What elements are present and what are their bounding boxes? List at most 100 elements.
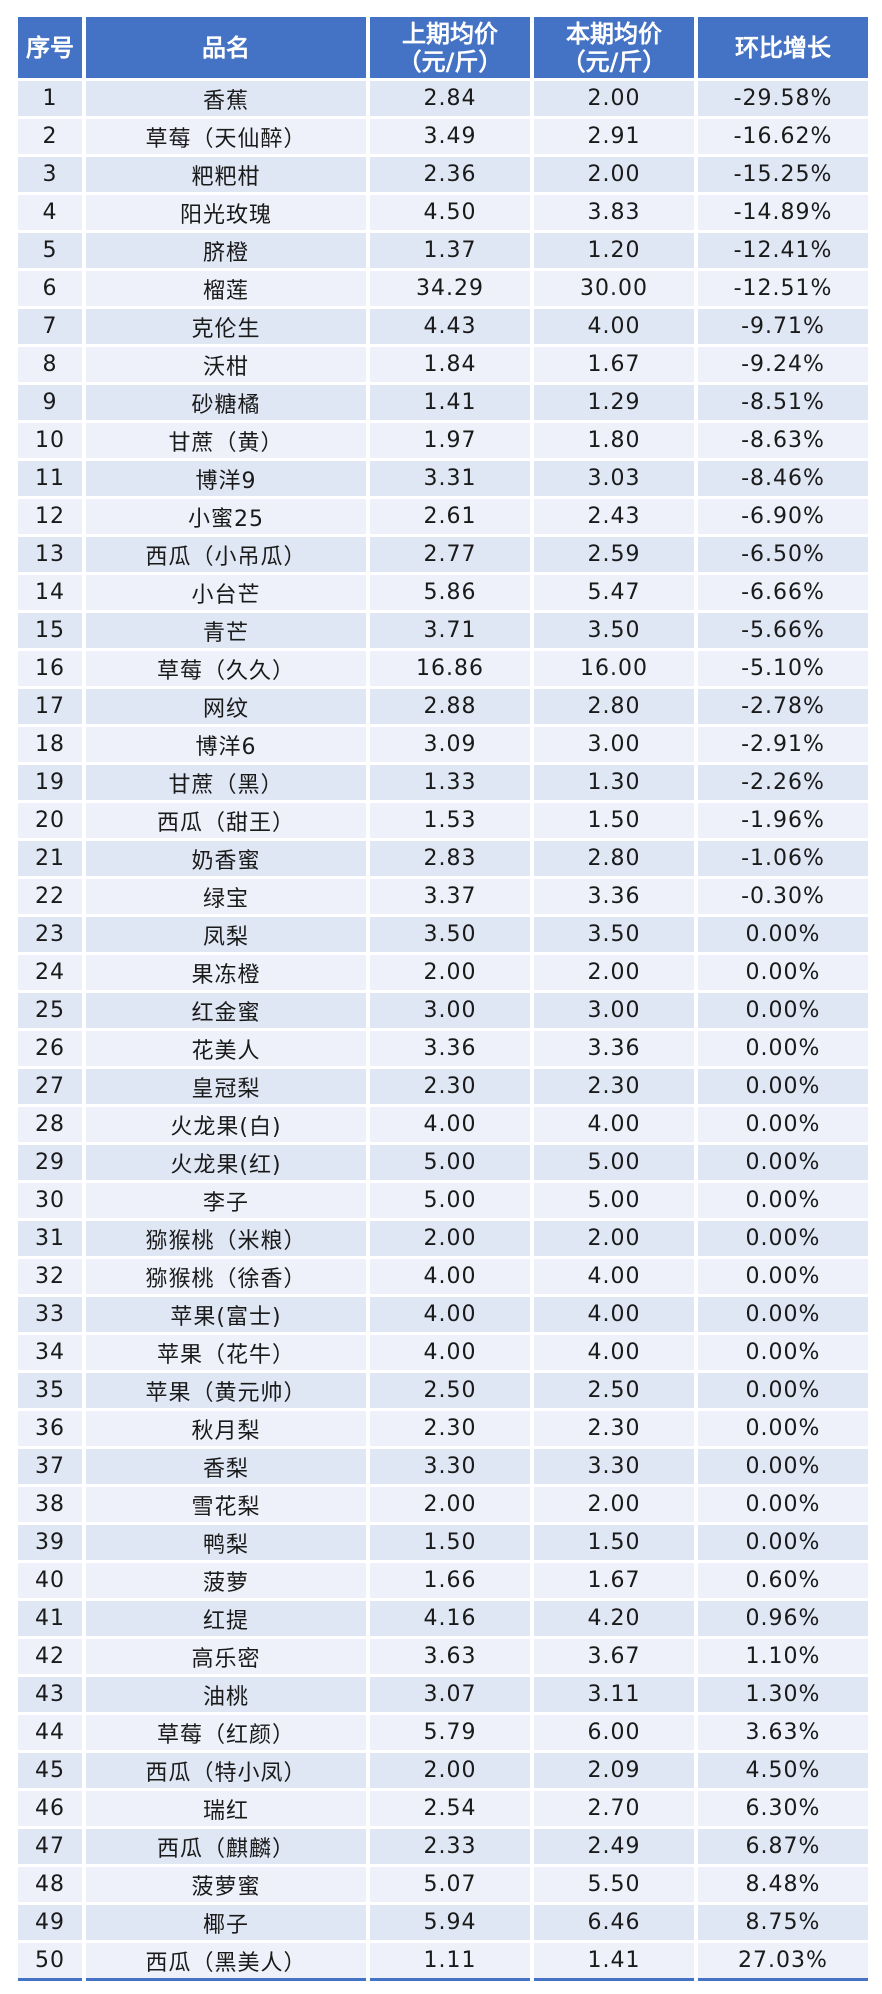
table-row: 35 苹果（黄元帅） 2.50 2.50 0.00% xyxy=(18,1373,868,1408)
cell-curr-price: 1.67 xyxy=(534,347,694,382)
cell-prev-price: 5.86 xyxy=(370,575,530,610)
cell-name: 红提 xyxy=(86,1601,366,1636)
table-row: 4 阳光玫瑰 4.50 3.83 -14.89% xyxy=(18,195,868,230)
cell-prev-price: 3.09 xyxy=(370,727,530,762)
table-row: 16 草莓（久久） 16.86 16.00 -5.10% xyxy=(18,651,868,686)
cell-name: 火龙果(白) xyxy=(86,1107,366,1142)
table-row: 2 草莓（天仙醉） 3.49 2.91 -16.62% xyxy=(18,119,868,154)
cell-curr-price: 4.00 xyxy=(534,309,694,344)
cell-curr-price: 5.00 xyxy=(534,1145,694,1180)
table-row: 48 菠萝蜜 5.07 5.50 8.48% xyxy=(18,1867,868,1902)
cell-curr-price: 16.00 xyxy=(534,651,694,686)
cell-name: 西瓜（甜王） xyxy=(86,803,366,838)
cell-curr-price: 2.80 xyxy=(534,689,694,724)
cell-prev-price: 3.63 xyxy=(370,1639,530,1674)
cell-prev-price: 1.53 xyxy=(370,803,530,838)
table-row: 1 香蕉 2.84 2.00 -29.58% xyxy=(18,81,868,116)
cell-index: 27 xyxy=(18,1069,82,1104)
cell-index: 31 xyxy=(18,1221,82,1256)
cell-curr-price: 3.36 xyxy=(534,1031,694,1066)
cell-name: 青芒 xyxy=(86,613,366,648)
cell-curr-price: 2.00 xyxy=(534,1221,694,1256)
cell-prev-price: 2.00 xyxy=(370,1221,530,1256)
cell-change: 4.50% xyxy=(698,1753,868,1788)
cell-curr-price: 3.00 xyxy=(534,993,694,1028)
cell-prev-price: 3.00 xyxy=(370,993,530,1028)
table-row: 25 红金蜜 3.00 3.00 0.00% xyxy=(18,993,868,1028)
cell-index: 35 xyxy=(18,1373,82,1408)
cell-change: 0.00% xyxy=(698,1031,868,1066)
cell-name: 香蕉 xyxy=(86,81,366,116)
cell-prev-price: 4.00 xyxy=(370,1259,530,1294)
table-row: 31 猕猴桃（米粮） 2.00 2.00 0.00% xyxy=(18,1221,868,1256)
table-row: 39 鸭梨 1.50 1.50 0.00% xyxy=(18,1525,868,1560)
cell-name: 红金蜜 xyxy=(86,993,366,1028)
cell-name: 苹果(富士) xyxy=(86,1297,366,1332)
table-row: 17 网纹 2.88 2.80 -2.78% xyxy=(18,689,868,724)
cell-prev-price: 2.30 xyxy=(370,1069,530,1104)
cell-name: 博洋6 xyxy=(86,727,366,762)
cell-curr-price: 3.50 xyxy=(534,917,694,952)
table-row: 26 花美人 3.36 3.36 0.00% xyxy=(18,1031,868,1066)
cell-prev-price: 1.97 xyxy=(370,423,530,458)
table-row: 42 高乐密 3.63 3.67 1.10% xyxy=(18,1639,868,1674)
cell-curr-price: 4.20 xyxy=(534,1601,694,1636)
cell-change: 0.00% xyxy=(698,1221,868,1256)
table-row: 10 甘蔗（黄） 1.97 1.80 -8.63% xyxy=(18,423,868,458)
table-row: 36 秋月梨 2.30 2.30 0.00% xyxy=(18,1411,868,1446)
cell-prev-price: 2.54 xyxy=(370,1791,530,1826)
table-row: 34 苹果（花牛） 4.00 4.00 0.00% xyxy=(18,1335,868,1370)
cell-name: 苹果（花牛） xyxy=(86,1335,366,1370)
table-row: 30 李子 5.00 5.00 0.00% xyxy=(18,1183,868,1218)
cell-index: 8 xyxy=(18,347,82,382)
cell-change: 0.00% xyxy=(698,1525,868,1560)
table-row: 27 皇冠梨 2.30 2.30 0.00% xyxy=(18,1069,868,1104)
cell-index: 18 xyxy=(18,727,82,762)
cell-index: 17 xyxy=(18,689,82,724)
cell-change: 1.30% xyxy=(698,1677,868,1712)
cell-index: 50 xyxy=(18,1943,82,1981)
cell-index: 10 xyxy=(18,423,82,458)
cell-change: 0.00% xyxy=(698,1145,868,1180)
cell-prev-price: 34.29 xyxy=(370,271,530,306)
cell-change: 0.60% xyxy=(698,1563,868,1598)
cell-prev-price: 2.33 xyxy=(370,1829,530,1864)
cell-curr-price: 2.70 xyxy=(534,1791,694,1826)
cell-prev-price: 3.07 xyxy=(370,1677,530,1712)
cell-prev-price: 3.30 xyxy=(370,1449,530,1484)
cell-curr-price: 2.49 xyxy=(534,1829,694,1864)
cell-index: 6 xyxy=(18,271,82,306)
table-row: 22 绿宝 3.37 3.36 -0.30% xyxy=(18,879,868,914)
cell-change: 0.00% xyxy=(698,1107,868,1142)
table-header-row: 序号 品名 上期均价 （元/斤） 本期均价 （元/斤） 环比增长 xyxy=(18,17,868,78)
cell-prev-price: 1.66 xyxy=(370,1563,530,1598)
cell-name: 香梨 xyxy=(86,1449,366,1484)
cell-change: -9.24% xyxy=(698,347,868,382)
cell-name: 菠萝蜜 xyxy=(86,1867,366,1902)
cell-index: 40 xyxy=(18,1563,82,1598)
cell-index: 32 xyxy=(18,1259,82,1294)
cell-index: 29 xyxy=(18,1145,82,1180)
cell-prev-price: 3.36 xyxy=(370,1031,530,1066)
cell-change: 1.10% xyxy=(698,1639,868,1674)
cell-prev-price: 2.00 xyxy=(370,955,530,990)
cell-change: 0.00% xyxy=(698,1449,868,1484)
table-row: 28 火龙果(白) 4.00 4.00 0.00% xyxy=(18,1107,868,1142)
table-row: 37 香梨 3.30 3.30 0.00% xyxy=(18,1449,868,1484)
cell-name: 果冻橙 xyxy=(86,955,366,990)
table-row: 3 粑粑柑 2.36 2.00 -15.25% xyxy=(18,157,868,192)
cell-prev-price: 16.86 xyxy=(370,651,530,686)
cell-change: 6.30% xyxy=(698,1791,868,1826)
table-row: 11 博洋9 3.31 3.03 -8.46% xyxy=(18,461,868,496)
cell-curr-price: 4.00 xyxy=(534,1335,694,1370)
cell-change: -14.89% xyxy=(698,195,868,230)
cell-index: 23 xyxy=(18,917,82,952)
cell-prev-price: 2.61 xyxy=(370,499,530,534)
cell-curr-price: 1.41 xyxy=(534,1943,694,1981)
cell-name: 草莓（久久） xyxy=(86,651,366,686)
cell-change: -6.66% xyxy=(698,575,868,610)
cell-index: 47 xyxy=(18,1829,82,1864)
cell-index: 13 xyxy=(18,537,82,572)
cell-name: 李子 xyxy=(86,1183,366,1218)
table-row: 8 沃柑 1.84 1.67 -9.24% xyxy=(18,347,868,382)
